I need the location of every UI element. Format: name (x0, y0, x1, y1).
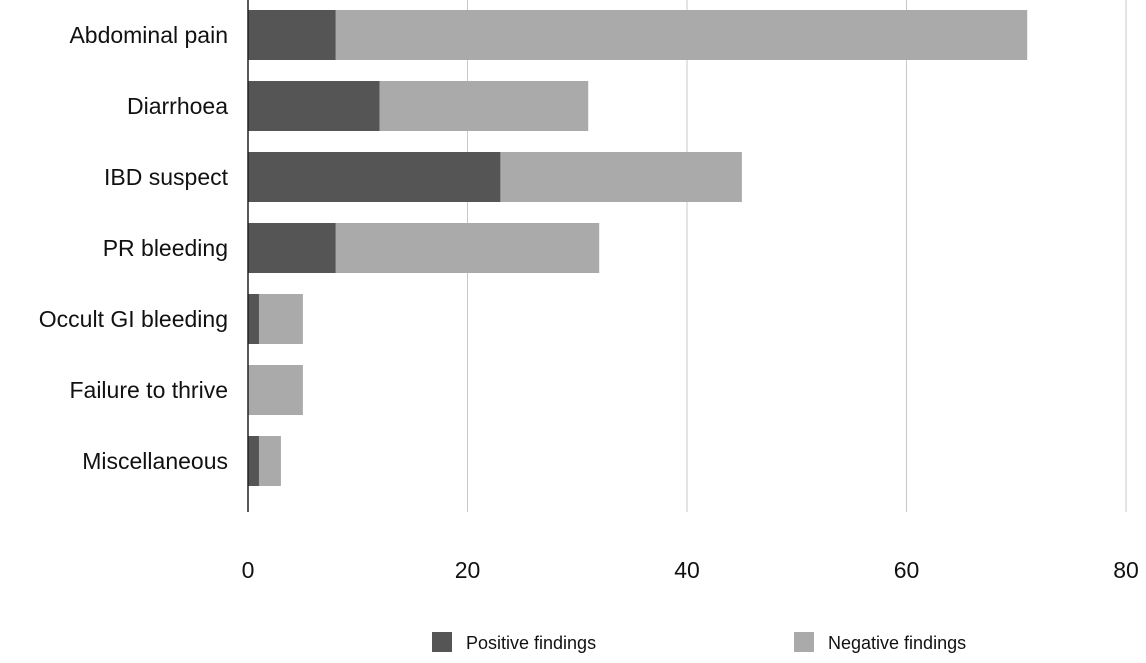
x-tick-label: 80 (1113, 557, 1139, 583)
legend-swatch (794, 632, 814, 652)
bar-positive (248, 223, 336, 273)
category-label: Miscellaneous (82, 448, 228, 474)
bars (248, 10, 1028, 486)
bar-negative (248, 365, 303, 415)
x-tick-label: 0 (242, 557, 255, 583)
bar-negative (500, 152, 742, 202)
bar-negative (379, 81, 589, 131)
bar-positive (248, 152, 501, 202)
axes: 0 20 40 60 80 Abdominal pain Diarrhoea IBD susp… (39, 0, 1139, 583)
x-tick-label: 20 (455, 557, 481, 583)
bar-negative (258, 436, 281, 486)
category-label: PR bleeding (103, 235, 228, 261)
x-tick-label: 60 (894, 557, 920, 583)
category-label: Abdominal pain (69, 22, 228, 48)
category-label: Occult GI bleeding (39, 306, 228, 332)
legend: Positive findings Negative findings (432, 632, 966, 653)
legend-swatch (432, 632, 452, 652)
bar-positive (248, 436, 259, 486)
category-label: Failure to thrive (69, 377, 228, 403)
bar-positive (248, 81, 380, 131)
bar-positive (248, 294, 259, 344)
x-tick-label: 40 (674, 557, 700, 583)
category-label: IBD suspect (104, 164, 229, 190)
bar-negative (258, 294, 303, 344)
category-label: Diarrhoea (127, 93, 228, 119)
bar-negative (335, 223, 600, 273)
legend-label: Negative findings (828, 633, 966, 653)
legend-label: Positive findings (466, 633, 596, 653)
bar-positive (248, 10, 336, 60)
bar-negative (335, 10, 1028, 60)
